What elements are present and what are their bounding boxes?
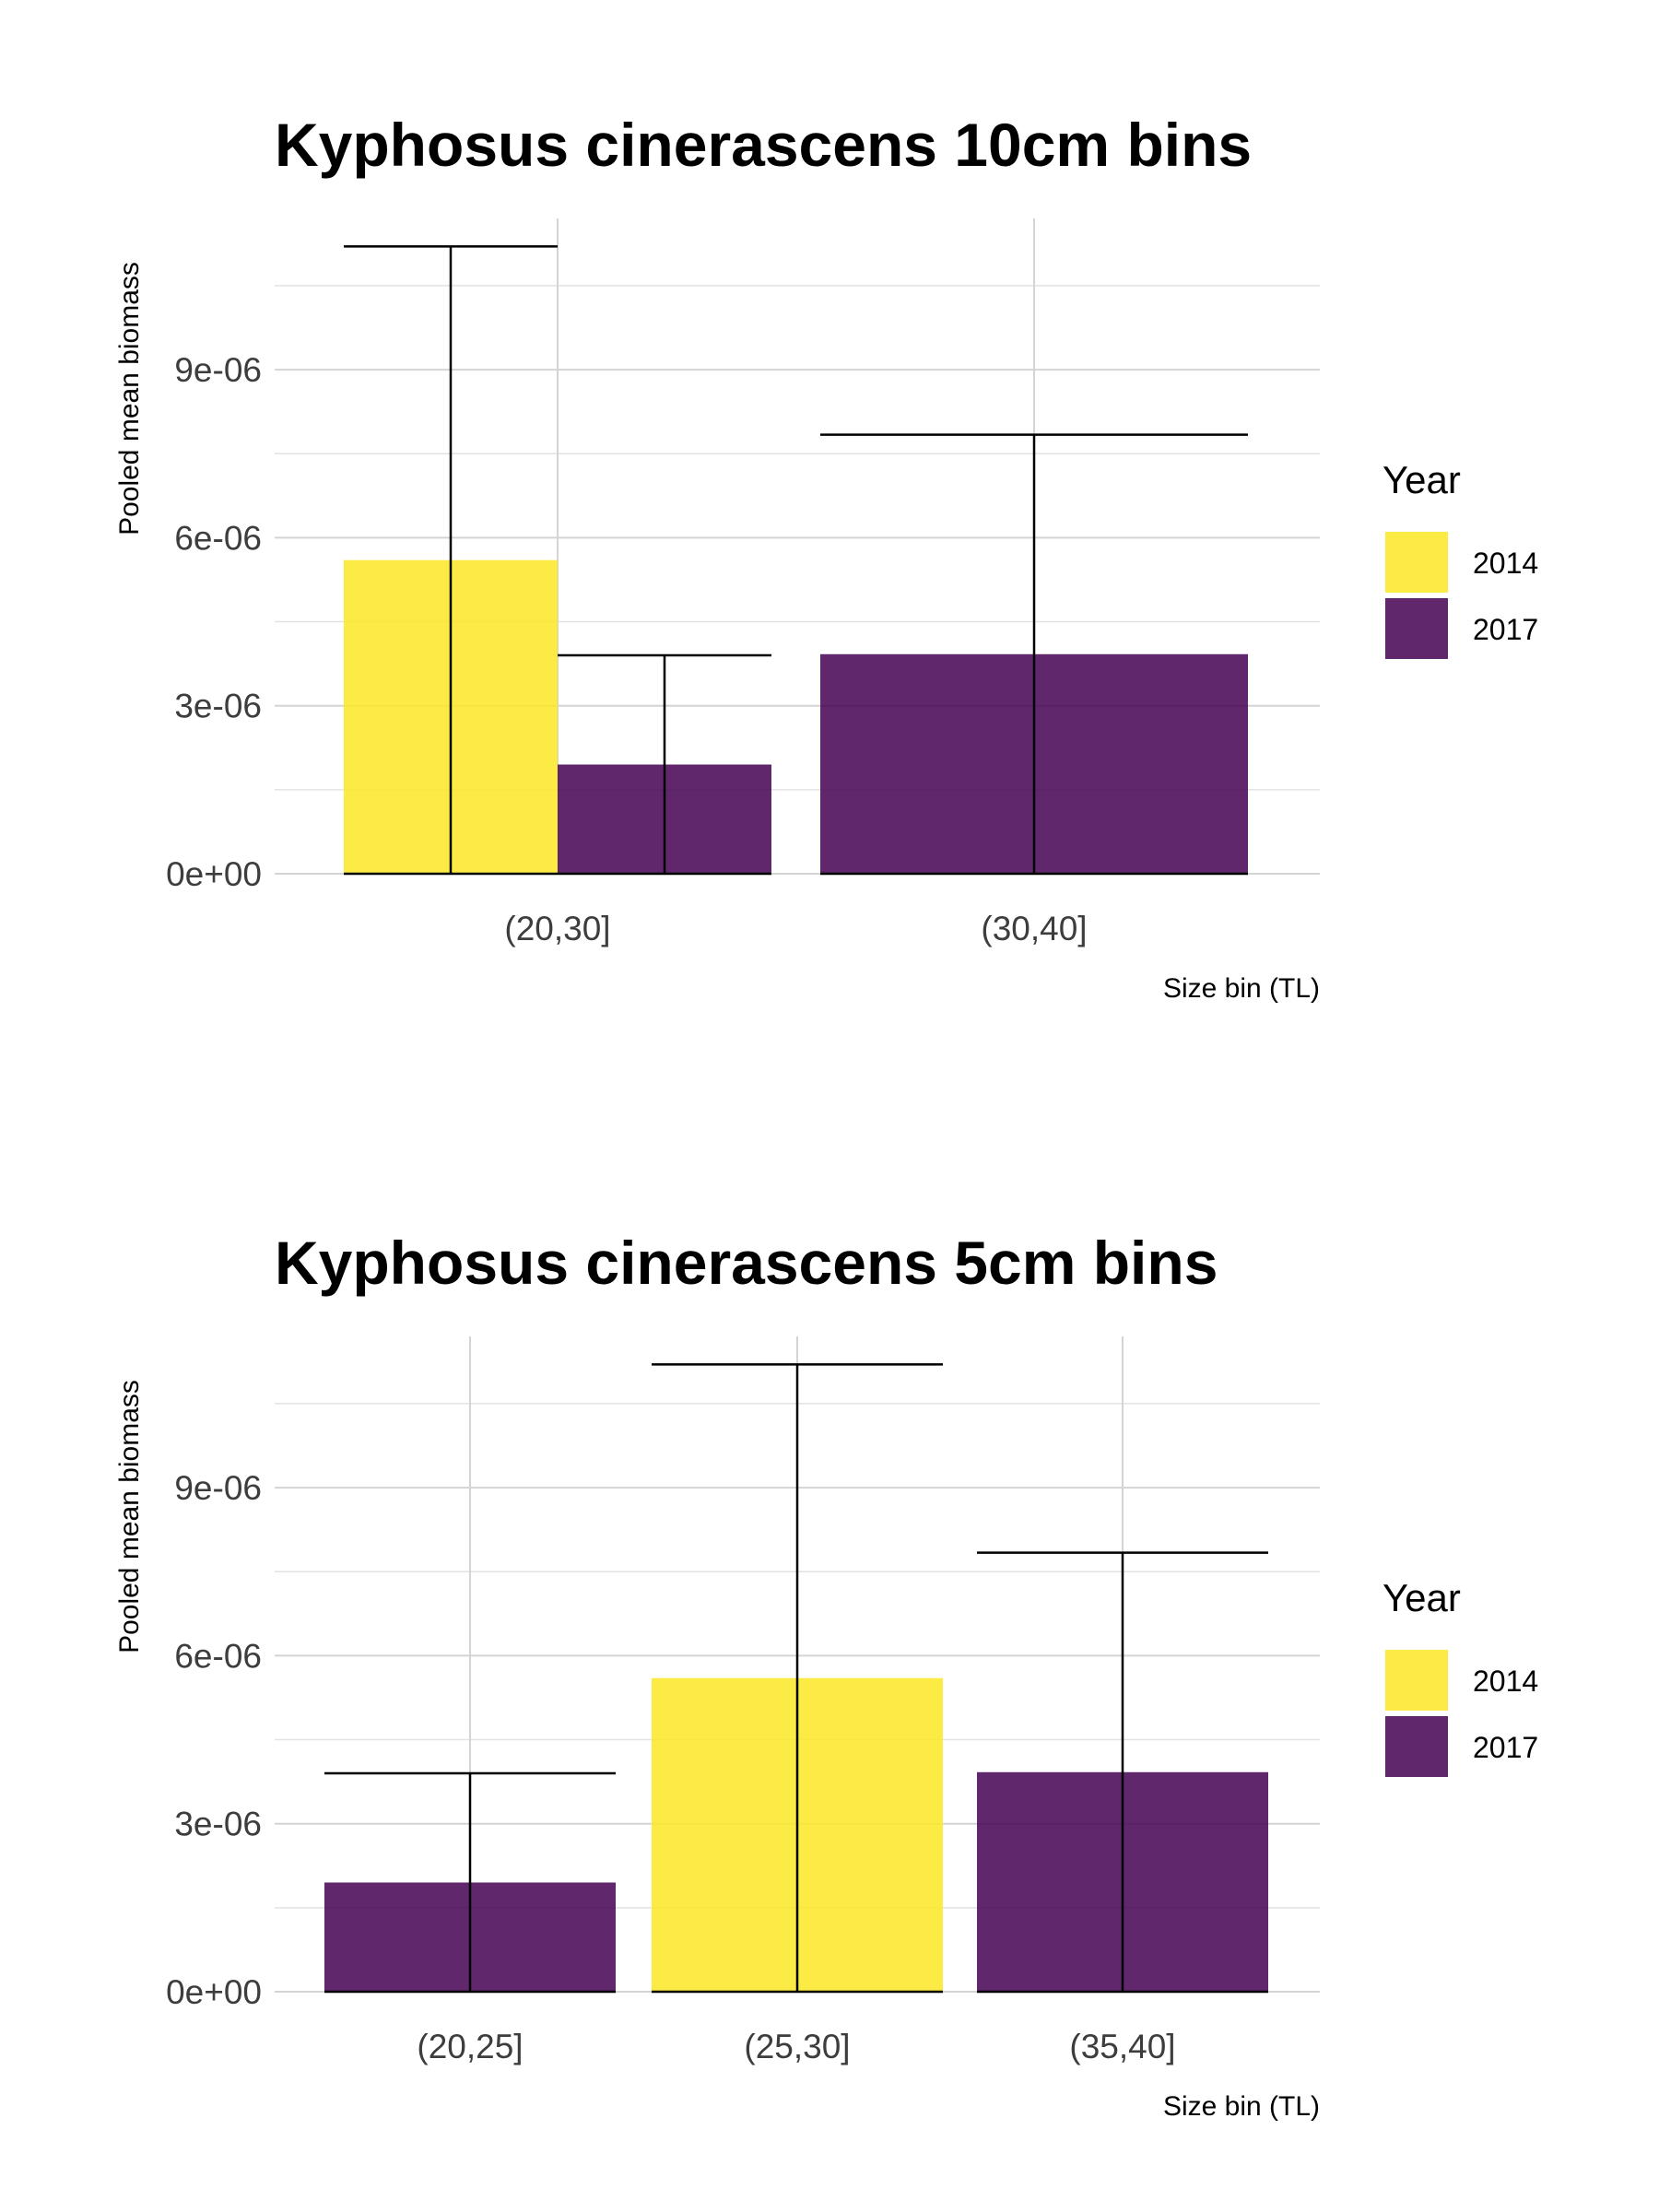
legend: Year 2014 2017 <box>1382 1576 1538 1777</box>
x-tick-label: (20,30] <box>504 910 610 947</box>
legend: Year 2014 2017 <box>1382 458 1538 659</box>
y-tick-label: 6e-06 <box>174 519 262 557</box>
legend-key-2017 <box>1385 598 1448 659</box>
chart-panel-2: 0e+00 3e-06 6e-06 9e-06 (20,25] (25,30] (35,40… <box>114 1229 1538 2122</box>
legend-label: 2017 <box>1473 1731 1538 1764</box>
chart-title: Kyphosus cinerascens 5cm bins <box>275 1229 1218 1297</box>
y-tick-label: 6e-06 <box>174 1637 262 1675</box>
legend-label: 2014 <box>1473 1665 1538 1698</box>
error-bar-2 <box>652 1363 943 1994</box>
legend-title: Year <box>1382 1576 1461 1619</box>
legend-key-2017 <box>1385 1716 1448 1777</box>
legend-label: 2014 <box>1473 547 1538 580</box>
x-tick-label: (20,25] <box>417 2028 523 2065</box>
x-tick-label: (25,30] <box>744 2028 850 2065</box>
y-tick-label: 9e-06 <box>174 1469 262 1507</box>
y-axis-label: Pooled mean biomass <box>114 1380 145 1653</box>
y-tick-label: 0e+00 <box>166 855 262 893</box>
x-tick-label: (30,40] <box>981 910 1087 947</box>
x-axis-label: Size bin (TL) <box>1163 973 1320 1004</box>
legend-label: 2017 <box>1473 613 1538 646</box>
y-tick-label: 0e+00 <box>166 1973 262 2011</box>
error-bar-1 <box>344 245 558 876</box>
legend-title: Year <box>1382 458 1461 501</box>
legend-key-2014 <box>1385 1650 1448 1711</box>
error-bar-3 <box>820 433 1248 876</box>
chart-title: Kyphosus cinerascens 10cm bins <box>275 111 1252 179</box>
y-axis-label: Pooled mean biomass <box>114 262 145 535</box>
y-tick-label: 3e-06 <box>174 1806 262 1843</box>
chart-panel-1: 0e+00 3e-06 6e-06 9e-06 (20,30] (30,40] Kyphos… <box>114 111 1538 1004</box>
x-axis-label: Size bin (TL) <box>1163 2091 1320 2122</box>
error-bar-3 <box>977 1551 1268 1994</box>
legend-key-2014 <box>1385 532 1448 593</box>
error-bar-2 <box>558 653 771 876</box>
y-tick-label: 9e-06 <box>174 351 262 389</box>
y-tick-label: 3e-06 <box>174 688 262 725</box>
error-bar-1 <box>324 1771 616 1994</box>
x-tick-label: (35,40] <box>1069 2028 1175 2065</box>
